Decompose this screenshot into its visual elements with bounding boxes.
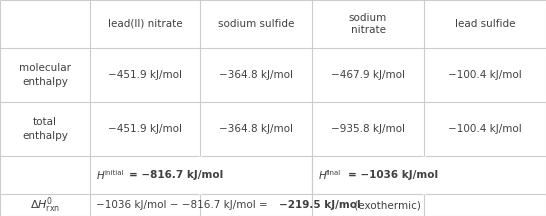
Text: −100.4 kJ/mol: −100.4 kJ/mol xyxy=(448,70,522,80)
Text: total
enthalpy: total enthalpy xyxy=(22,118,68,141)
Text: sodium sulfide: sodium sulfide xyxy=(218,19,294,29)
Text: (exothermic): (exothermic) xyxy=(351,200,421,210)
Text: = −816.7 kJ/mol: = −816.7 kJ/mol xyxy=(129,170,223,180)
Text: $\Delta H^0_{\rm rxn}$: $\Delta H^0_{\rm rxn}$ xyxy=(30,195,60,215)
Text: lead(II) nitrate: lead(II) nitrate xyxy=(108,19,182,29)
Text: initial: initial xyxy=(104,170,123,176)
Text: molecular
enthalpy: molecular enthalpy xyxy=(19,64,71,87)
Text: $\mathit{H}$: $\mathit{H}$ xyxy=(96,169,105,181)
Text: $\mathit{H}$: $\mathit{H}$ xyxy=(318,169,328,181)
Text: lead sulfide: lead sulfide xyxy=(455,19,515,29)
Text: −451.9 kJ/mol: −451.9 kJ/mol xyxy=(108,124,182,134)
Text: −100.4 kJ/mol: −100.4 kJ/mol xyxy=(448,124,522,134)
Text: final: final xyxy=(326,170,341,176)
Text: −467.9 kJ/mol: −467.9 kJ/mol xyxy=(331,70,405,80)
Text: −935.8 kJ/mol: −935.8 kJ/mol xyxy=(331,124,405,134)
Text: −451.9 kJ/mol: −451.9 kJ/mol xyxy=(108,70,182,80)
Text: −364.8 kJ/mol: −364.8 kJ/mol xyxy=(219,70,293,80)
Text: sodium
nitrate: sodium nitrate xyxy=(349,13,387,35)
Text: −1036 kJ/mol − −816.7 kJ/mol =: −1036 kJ/mol − −816.7 kJ/mol = xyxy=(96,200,271,210)
Text: −364.8 kJ/mol: −364.8 kJ/mol xyxy=(219,124,293,134)
Text: −219.5 kJ/mol: −219.5 kJ/mol xyxy=(279,200,360,210)
Text: = −1036 kJ/mol: = −1036 kJ/mol xyxy=(348,170,438,180)
